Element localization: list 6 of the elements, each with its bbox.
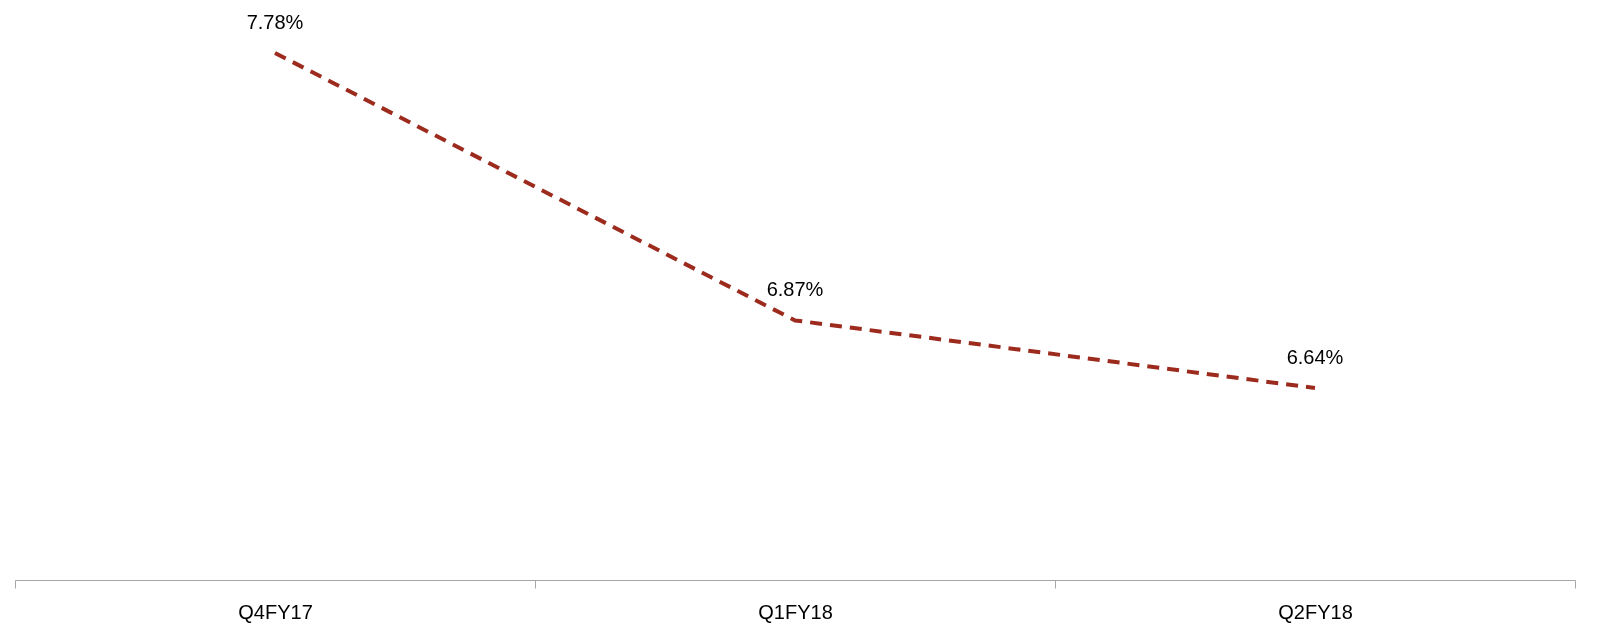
x-tick-label: Q1FY18 — [758, 600, 833, 623]
data-label: 7.78% — [246, 11, 304, 33]
x-tick-label: Q4FY17 — [238, 600, 313, 623]
x-tick-label: Q2FY18 — [1278, 600, 1353, 623]
data-label: 6.64% — [1286, 346, 1344, 368]
data-label: 6.87% — [766, 278, 824, 301]
